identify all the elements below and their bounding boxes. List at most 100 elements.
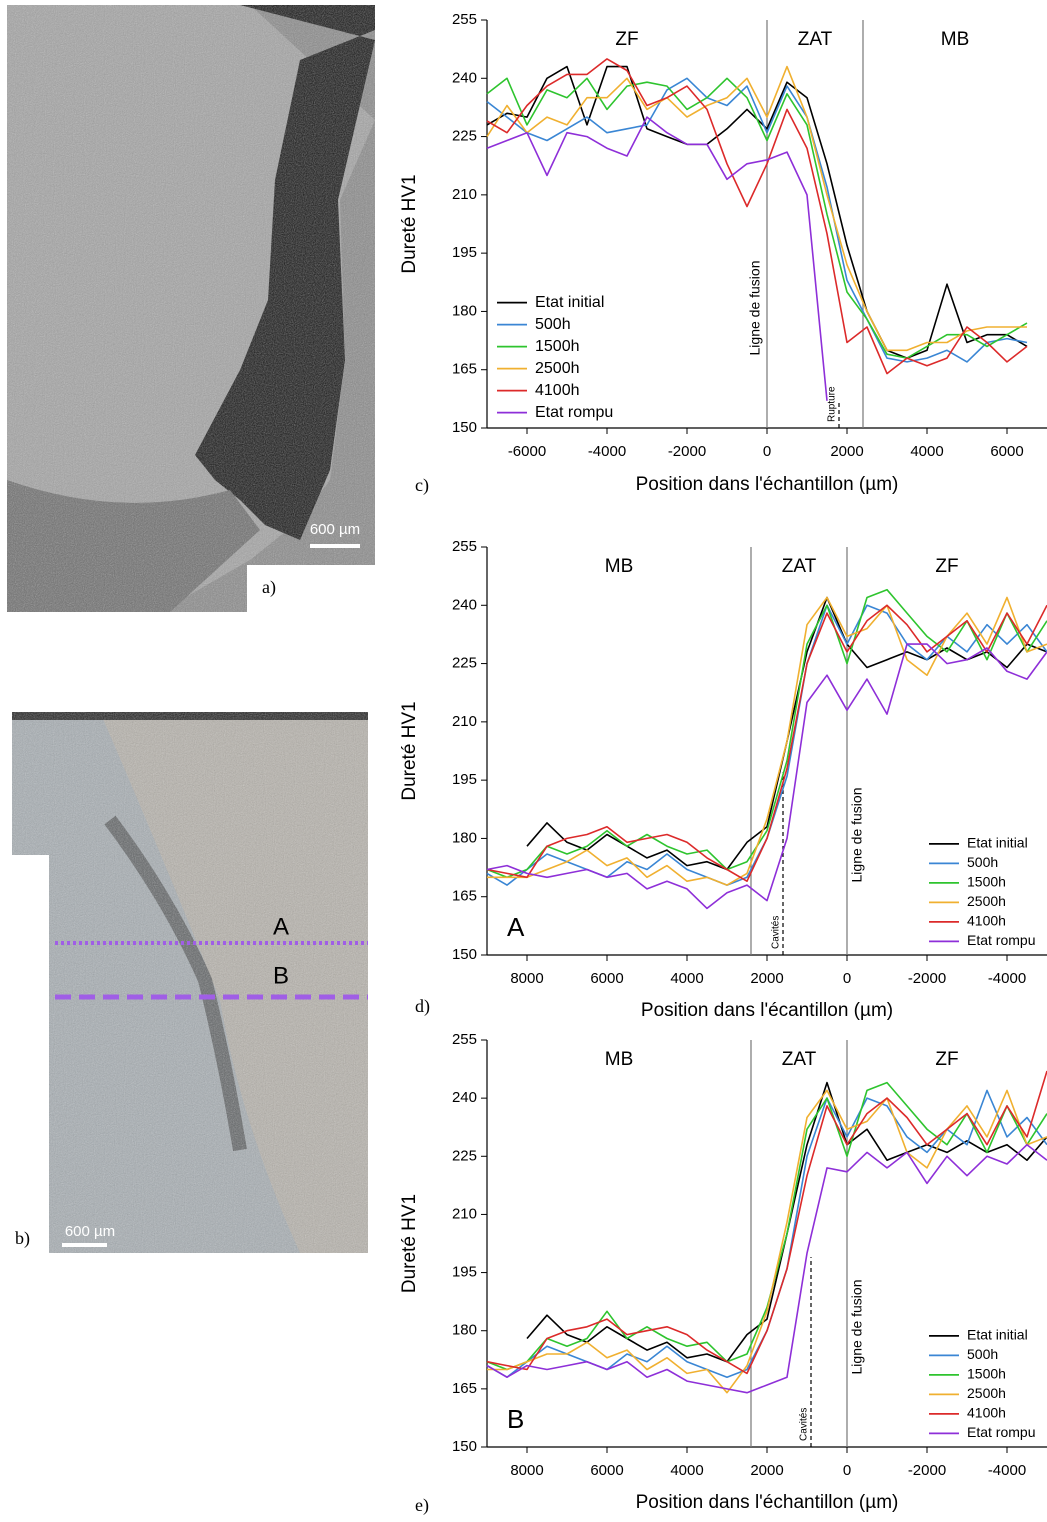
annotation: Ligne de fusion [747,261,763,356]
x-axis-label: Position dans l'échantillon (µm) [636,1492,899,1513]
zone-label: MB [941,29,970,50]
legend-entry: Etat rompu [967,1424,1035,1440]
y-axis-label: Dureté HV1 [399,1194,420,1293]
profile-label: B [273,962,289,989]
y-tick-label: 150 [452,946,477,963]
x-tick-label: 6000 [590,970,623,987]
y-tick-label: 165 [452,361,477,378]
y-tick-label: 240 [452,1089,477,1106]
series-line [486,604,1047,882]
y-tick-label: 180 [452,302,477,319]
legend-entry: Etat rompu [967,932,1035,948]
series-line [486,1081,1047,1371]
x-tick-label: -4000 [988,1462,1026,1479]
scale-bar [62,1243,107,1247]
x-tick-label: 0 [843,970,851,987]
y-tick-label: 195 [452,771,477,788]
micrograph-a [7,5,375,612]
series-line [486,1089,1047,1378]
x-tick-label: 4000 [910,443,943,460]
series-line [486,65,1027,352]
y-tick-label: 225 [452,128,477,145]
x-tick-label: 6000 [590,1462,623,1479]
x-tick-label: 2000 [750,970,783,987]
zone-label: ZAT [798,29,833,50]
x-tick-label: 8000 [510,1462,543,1479]
panel-label: d) [415,996,430,1017]
x-tick-label: 2000 [750,1462,783,1479]
y-tick-label: 180 [452,829,477,846]
zone-label: ZAT [782,1049,817,1070]
zone-label: ZF [935,556,958,577]
scale-bar [310,544,360,548]
y-axis-label: Dureté HV1 [399,701,420,800]
series-line [486,643,1047,910]
x-axis-label: Position dans l'écantillon (µm) [641,1000,893,1021]
legend-entry: 500h [967,1346,998,1362]
series-line [487,1089,1047,1394]
x-tick-label: -4000 [588,443,626,460]
legend-entry: 4100h [967,1405,1006,1421]
y-tick-label: 225 [452,655,477,672]
legend-entry: 500h [967,854,998,870]
legend-entry: Etat rompu [535,404,613,421]
series-line [486,77,1028,359]
x-tick-label: 0 [763,443,771,460]
panel-label: e) [415,1495,429,1516]
y-tick-label: 165 [452,888,477,905]
y-tick-label: 210 [452,713,477,730]
panel-label: b) [15,1228,30,1249]
series-line [486,1143,1047,1394]
annotation: Ligne de fusion [849,788,865,883]
y-tick-label: 210 [452,186,477,203]
scale-label: 600 µm [310,521,360,538]
series-line [487,596,1047,886]
zone-label: ZF [615,29,638,50]
x-tick-label: 0 [843,1462,851,1479]
legend-entry: 2500h [967,893,1006,909]
series-line [486,77,1028,363]
y-tick-label: 225 [452,1147,477,1164]
x-tick-label: -2000 [908,970,946,987]
x-axis-label: Position dans l'échantillon (µm) [636,474,899,495]
legend-entry: 4100h [535,382,580,399]
series-line [486,588,1047,879]
annotation: Cavités [799,1408,810,1441]
legend-entry: 2500h [535,360,580,377]
legend-entry: Etat initial [967,1327,1028,1343]
series-line [486,1070,1047,1375]
y-tick-label: 255 [452,1031,477,1048]
y-tick-label: 150 [452,419,477,436]
panel-label: c) [415,475,429,496]
y-tick-label: 255 [452,11,477,28]
corner-label: A [507,912,525,942]
scale-label: 600 µm [65,1223,115,1240]
legend-entry: 1500h [967,1366,1006,1382]
y-tick-label: 255 [452,538,477,555]
zone-label: MB [605,1049,634,1070]
y-tick-label: 240 [452,596,477,613]
zone-label: MB [605,556,634,577]
legend-entry: Etat initial [967,835,1028,851]
x-tick-label: -6000 [508,443,546,460]
annotation: Rupture [827,386,838,422]
x-tick-label: 2000 [830,443,863,460]
legend-entry: 1500h [535,338,580,355]
x-tick-label: 8000 [510,970,543,987]
legend-entry: 1500h [967,874,1006,890]
y-tick-label: 195 [452,244,477,261]
legend-entry: Etat initial [535,294,604,311]
legend-entry: 500h [535,316,571,333]
y-tick-label: 210 [452,1205,477,1222]
x-tick-label: -4000 [988,970,1026,987]
series-line [486,58,1028,375]
x-tick-label: 4000 [670,970,703,987]
legend-entry: 4100h [967,913,1006,929]
zone-label: ZF [935,1049,958,1070]
y-tick-label: 180 [452,1322,477,1339]
panel-label: a) [262,577,276,598]
series-line [486,116,828,401]
x-tick-label: 4000 [670,1462,703,1479]
